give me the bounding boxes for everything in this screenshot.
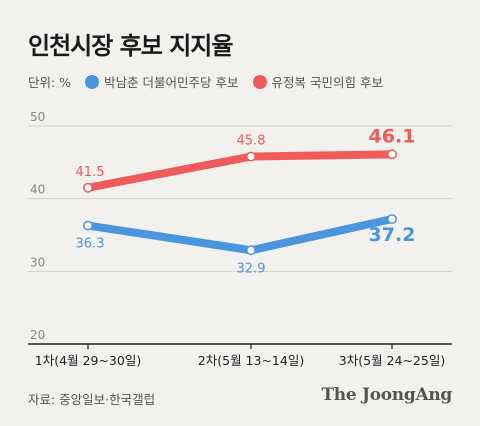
legend: 단위: % 박남춘 더불어민주당 후보 유정복 국민의힘 후보 — [28, 72, 397, 91]
y-tick-label: 20 — [30, 328, 45, 342]
data-point — [83, 220, 93, 231]
data-label: 32.9 — [237, 261, 266, 276]
x-tick-label: 1차(4월 29~30일) — [35, 353, 141, 368]
source-note: 자료: 중앙일보·한국갤럽 — [28, 392, 156, 407]
x-tick-label: 2차(5월 13~14일) — [198, 353, 304, 368]
data-point — [246, 151, 256, 162]
y-tick-label: 30 — [30, 255, 45, 269]
y-tick-label: 50 — [30, 110, 45, 124]
legend-swatch-series-1 — [85, 74, 100, 89]
data-label: 37.2 — [369, 224, 416, 246]
data-label: 41.5 — [76, 165, 105, 180]
data-label: 46.1 — [369, 125, 416, 147]
data-label: 36.3 — [76, 237, 105, 252]
chart-title: 인천시장 후보 지지율 — [28, 32, 233, 60]
data-point — [246, 245, 256, 256]
data-point — [387, 214, 397, 224]
y-tick-label: 40 — [30, 183, 45, 197]
legend-item-series-2: 유정복 국민의힘 후보 — [252, 72, 383, 91]
legend-label-series-1: 박남춘 더불어민주당 후보 — [104, 75, 239, 90]
series-line-2 — [84, 150, 396, 192]
data-point — [83, 182, 93, 193]
unit-label: 단위: % — [28, 75, 72, 90]
legend-item-series-1: 박남춘 더불어민주당 후보 — [85, 72, 239, 91]
x-tick-label: 3차(5월 24~25일) — [339, 353, 445, 368]
legend-swatch-series-2 — [252, 74, 267, 89]
legend-label-series-2: 유정복 국민의힘 후보 — [271, 75, 383, 90]
data-label: 45.8 — [237, 134, 266, 149]
brand-logo: The JoongAng — [321, 385, 452, 405]
data-point — [387, 149, 397, 160]
series-line-1 — [84, 215, 396, 255]
